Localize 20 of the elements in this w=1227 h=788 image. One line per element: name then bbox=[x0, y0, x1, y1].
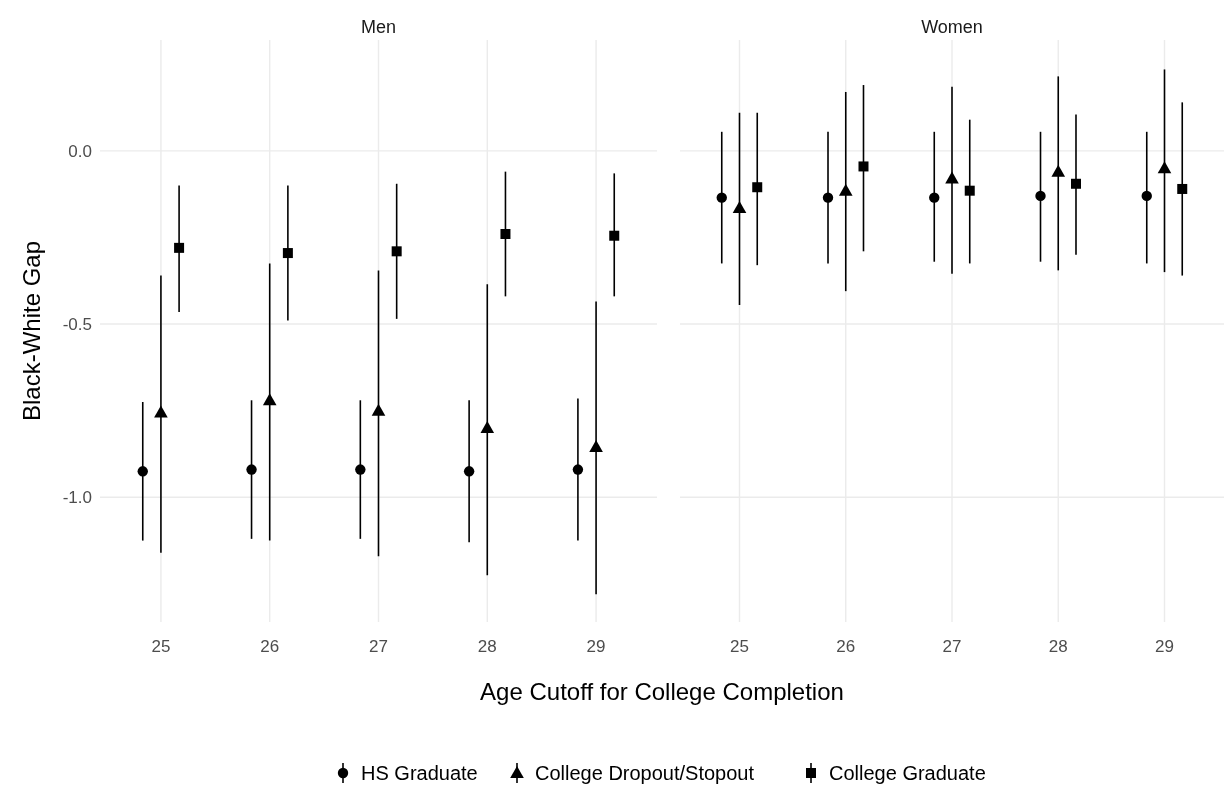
x-tick-label: 26 bbox=[260, 636, 280, 656]
y-tick-label: -1.0 bbox=[62, 488, 92, 508]
x-axis-title: Age Cutoff for College Completion bbox=[480, 678, 844, 706]
legend-label: College Dropout/Stopout bbox=[535, 762, 755, 784]
x-tick-label: 29 bbox=[586, 636, 606, 656]
y-tick-label: -0.5 bbox=[62, 315, 92, 335]
x-tick-label: 27 bbox=[942, 636, 962, 656]
legend-label: HS Graduate bbox=[361, 762, 478, 784]
x-tick-label: 29 bbox=[1155, 636, 1174, 656]
y-axis-title: Black-White Gap bbox=[18, 240, 46, 422]
x-tick-label: 25 bbox=[730, 636, 749, 656]
chart-title: Women bbox=[921, 17, 983, 38]
x-tick-label: 28 bbox=[1048, 636, 1068, 656]
chart-title: Men bbox=[360, 17, 397, 38]
x-tick-label: 26 bbox=[836, 636, 856, 656]
x-tick-label: 25 bbox=[151, 636, 171, 656]
legend-label: College Graduate bbox=[829, 762, 986, 784]
x-tick-label: 27 bbox=[369, 636, 388, 656]
y-tick-label: 0.0 bbox=[68, 141, 92, 161]
x-tick-label: 28 bbox=[477, 636, 497, 656]
